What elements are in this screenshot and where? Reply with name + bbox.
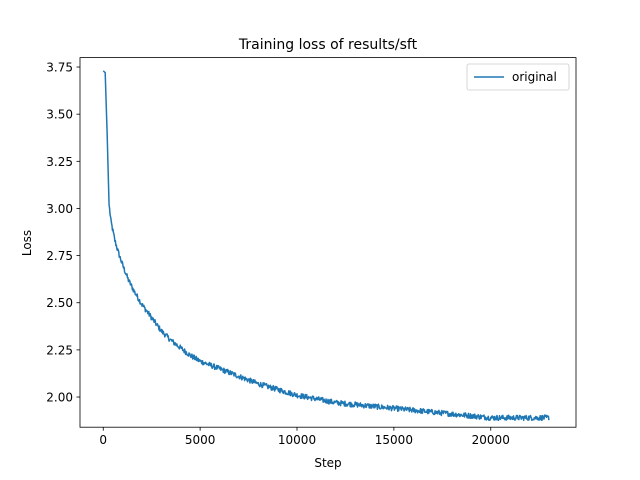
y-tick-label: 3.25 [46, 155, 73, 169]
plot-area-frame [79, 57, 577, 428]
data-point [238, 375, 240, 377]
data-point [190, 355, 192, 357]
data-point [354, 404, 356, 406]
data-point [335, 402, 337, 404]
y-tick-label: 2.50 [46, 296, 73, 310]
data-point [122, 264, 124, 266]
y-axis: 2.00 2.25 2.50 2.75 3.00 3.25 3.50 3.75 [46, 61, 80, 405]
data-point [104, 72, 106, 74]
y-tick-label: 2.75 [46, 249, 73, 263]
data-point [199, 360, 201, 362]
data-point [432, 411, 434, 413]
data-point [219, 368, 221, 370]
x-tick-label: 5000 [185, 433, 216, 447]
y-tick-label: 2.00 [46, 391, 73, 405]
data-point [451, 413, 453, 415]
data-point [412, 409, 414, 411]
data-point [102, 70, 104, 72]
data-point [114, 240, 116, 242]
series-line-original [102, 70, 550, 422]
data-point [316, 398, 318, 400]
data-point [118, 253, 120, 255]
data-point [296, 394, 298, 396]
y-axis-label: Loss [20, 230, 34, 256]
data-point [471, 415, 473, 417]
x-tick-label: 15000 [375, 433, 413, 447]
data-point [161, 330, 163, 332]
chart-title: Training loss of results/sft [238, 37, 418, 53]
y-tick-label: 2.25 [46, 343, 73, 357]
data-point [180, 347, 182, 349]
legend-label-original: original [512, 70, 557, 84]
data-point [277, 389, 279, 391]
legend-box [466, 63, 570, 91]
y-tick-label: 3.50 [46, 108, 73, 122]
x-tick-label: 20000 [472, 433, 510, 447]
data-point [170, 340, 172, 342]
x-tick-label: 10000 [278, 433, 316, 447]
data-point [509, 417, 511, 419]
x-axis: 0 5000 10000 15000 20000 [99, 427, 510, 447]
data-point [106, 132, 108, 134]
data-point [133, 291, 135, 293]
data-point [393, 408, 395, 410]
x-axis-label: Step [314, 456, 341, 470]
data-point [490, 417, 492, 419]
legend: original [466, 63, 570, 91]
data-point [529, 417, 531, 419]
data-point [141, 304, 143, 306]
data-point [108, 204, 110, 206]
data-point [548, 417, 550, 419]
data-point [374, 406, 376, 408]
y-tick-label: 3.75 [46, 61, 73, 75]
y-tick-label: 3.00 [46, 202, 73, 216]
data-point [257, 383, 259, 385]
data-point [128, 279, 130, 281]
data-point [110, 221, 112, 223]
x-tick-label: 0 [99, 433, 107, 447]
series-layer [102, 70, 550, 422]
data-point [151, 317, 153, 319]
